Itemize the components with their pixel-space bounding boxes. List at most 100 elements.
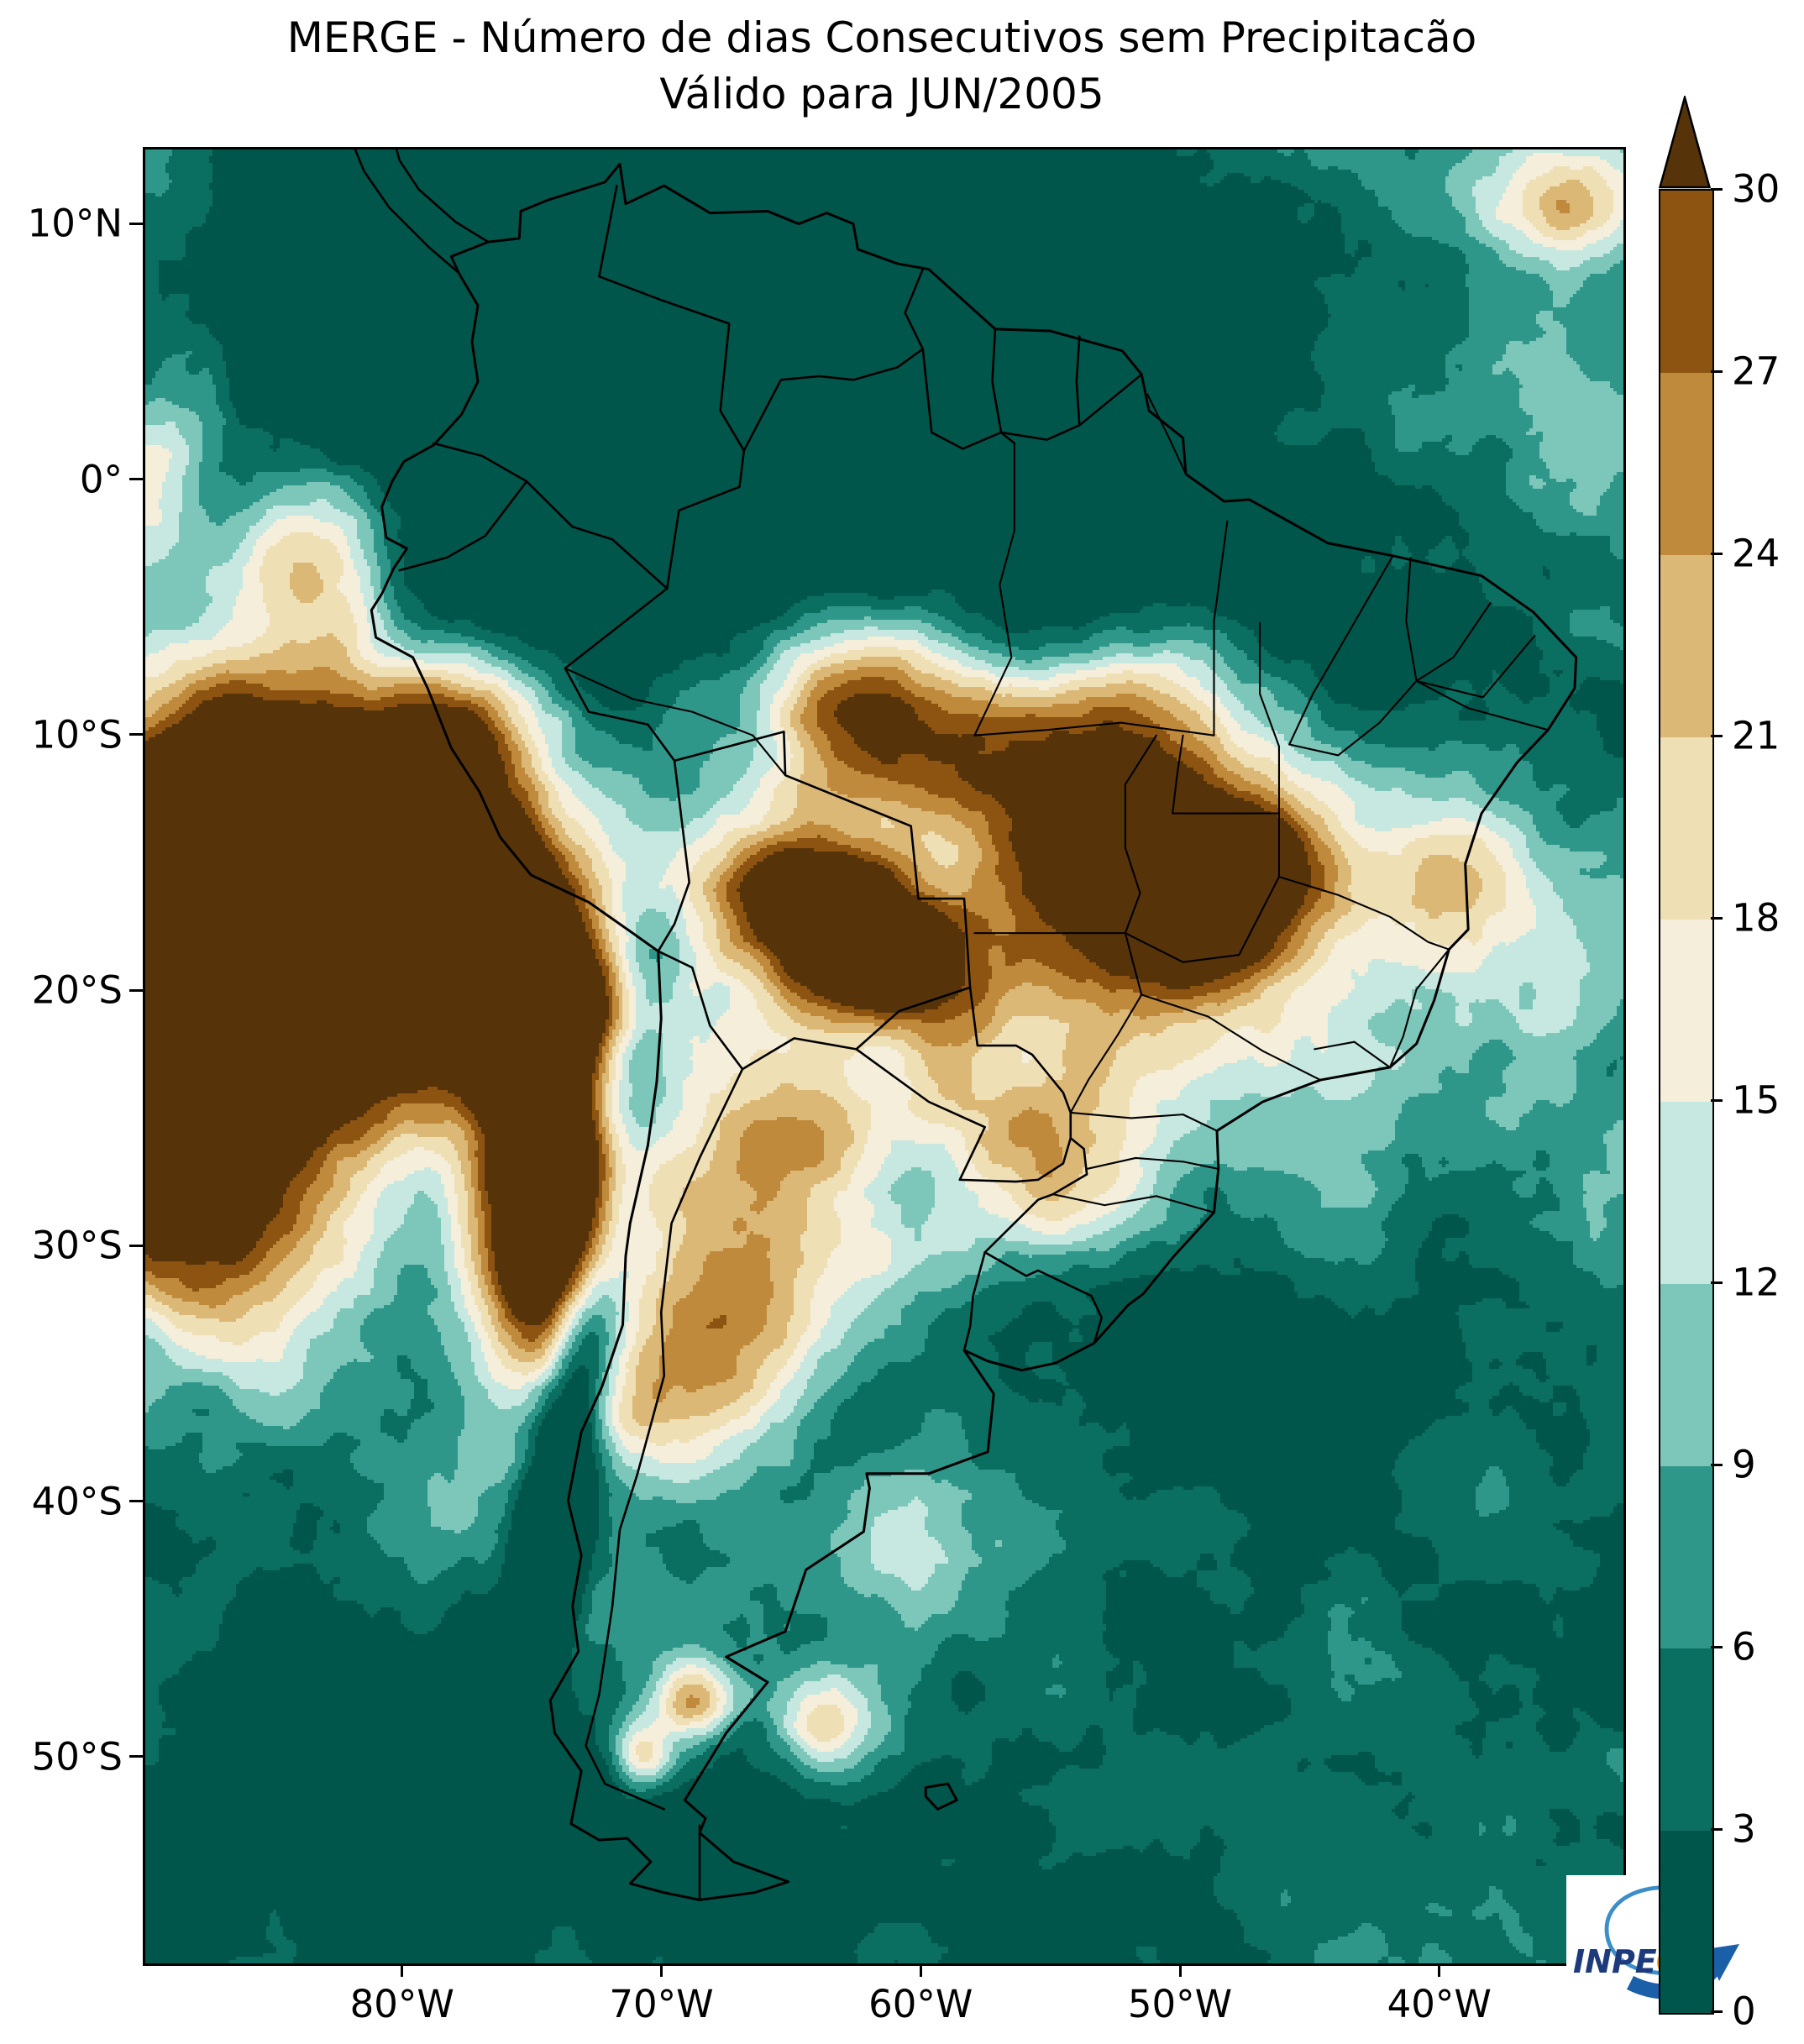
y-tick-mark <box>129 1755 143 1758</box>
y-tick-mark <box>129 478 143 481</box>
colorbar-tick-label: 30 <box>1732 166 1780 212</box>
state-border <box>1125 736 1156 933</box>
colorbar <box>1659 189 1714 2015</box>
x-tick-label: 80°W <box>349 1982 454 2026</box>
colorbar-segment <box>1660 1831 1712 2013</box>
y-tick-mark <box>129 1244 143 1247</box>
country-border <box>857 1049 1071 1182</box>
y-tick-label: 10°S <box>31 712 123 757</box>
state-border <box>1260 623 1279 877</box>
country-border <box>565 589 674 761</box>
inpe-logo-graphic: INPE <box>1573 1885 1739 1999</box>
state-border <box>1406 558 1416 681</box>
country-border <box>923 349 1015 449</box>
colorbar-tick-mark <box>1711 1463 1723 1466</box>
country-border <box>1001 425 1079 439</box>
state-border <box>1289 556 1392 745</box>
country-border <box>985 1138 1087 1252</box>
south-america-coastline <box>371 164 1576 1900</box>
state-border <box>1390 950 1449 1067</box>
country-border <box>355 149 459 273</box>
y-tick-label: 50°S <box>31 1734 123 1779</box>
state-border <box>1289 681 1416 756</box>
colorbar-tick-mark <box>1711 552 1723 555</box>
logo-text: INPE <box>1573 1943 1657 1980</box>
colorbar-tick-mark <box>1711 916 1723 920</box>
colorbar-segment <box>1660 191 1712 373</box>
x-tick-label: 60°W <box>868 1982 973 2026</box>
y-tick-mark <box>129 1500 143 1503</box>
country-border <box>742 1038 857 1069</box>
state-border <box>1172 736 1183 814</box>
x-tick-mark <box>1178 1963 1182 1977</box>
state-border <box>1071 1113 1217 1131</box>
state-border <box>753 736 785 776</box>
state-border <box>1417 681 1549 730</box>
state-border <box>565 668 753 736</box>
country-border <box>985 1252 1102 1343</box>
country-border <box>857 988 971 1049</box>
colorbar-over-arrow <box>1658 93 1712 189</box>
colorbar-segment <box>1660 737 1712 920</box>
x-tick-mark <box>401 1963 404 1977</box>
y-tick-mark <box>129 222 143 225</box>
colorbar-segment <box>1660 920 1712 1102</box>
country-border <box>970 988 1071 1138</box>
y-tick-label: 20°S <box>31 967 123 1013</box>
colorbar-segment <box>1660 555 1712 737</box>
chart-title-line1: MERGE - Número de dias Consecutivos sem … <box>286 13 1477 62</box>
x-tick-label: 70°W <box>609 1982 714 2026</box>
country-border <box>400 481 527 570</box>
colorbar-tick-label: 18 <box>1732 895 1780 941</box>
colorbar-segment <box>1660 1284 1712 1466</box>
y-tick-label: 40°S <box>31 1479 123 1524</box>
colorbar-over-arrow-icon <box>1658 93 1712 189</box>
state-border <box>1314 1042 1390 1067</box>
state-border <box>1141 995 1320 1081</box>
country-border <box>1079 375 1141 425</box>
country-border <box>599 186 743 450</box>
state-border <box>1147 395 1186 474</box>
country-border <box>667 451 744 589</box>
colorbar-segment <box>1660 1648 1712 1831</box>
precipitation-raster-map <box>145 149 1623 1963</box>
colorbar-tick-label: 21 <box>1732 713 1780 758</box>
country-border <box>992 329 1001 432</box>
colorbar-tick-mark <box>1711 1098 1723 1102</box>
country-border <box>527 481 667 588</box>
colorbar-tick-label: 3 <box>1732 1806 1756 1852</box>
country-border <box>658 951 742 1069</box>
colorbar-tick-label: 0 <box>1732 1989 1756 2034</box>
state-border <box>1071 933 1141 1113</box>
colorbar-tick-mark <box>1711 1827 1723 1831</box>
state-border <box>1214 521 1227 736</box>
y-tick-label: 0° <box>79 457 123 502</box>
country-border <box>964 1252 985 1350</box>
country-border <box>744 349 923 451</box>
colorbar-tick-label: 15 <box>1732 1077 1780 1123</box>
x-tick-mark <box>659 1963 663 1977</box>
x-tick-label: 40°W <box>1387 1982 1492 2026</box>
colorbar-segment <box>1660 1466 1712 1648</box>
colorbar-tick-label: 24 <box>1732 531 1780 576</box>
map-plot: INPE <box>143 147 1746 2008</box>
country-border <box>433 443 527 481</box>
x-tick-mark <box>919 1963 922 1977</box>
colorbar-tick-mark <box>1711 1645 1723 1648</box>
country-state-borders-overlay <box>145 149 1623 1963</box>
colorbar-segment <box>1660 373 1712 555</box>
colorbar-tick-mark <box>1711 1281 1723 1284</box>
state-border <box>1053 1194 1214 1213</box>
inpe-logo: INPE <box>1566 1875 1746 2008</box>
islands-outline <box>926 1784 957 1809</box>
colorbar-tick-mark <box>1711 369 1723 373</box>
country-border <box>396 149 488 242</box>
colorbar-tick-label: 6 <box>1732 1624 1756 1669</box>
colorbar-tick-label: 12 <box>1732 1260 1780 1305</box>
state-border <box>1279 877 1449 949</box>
x-tick-label: 50°W <box>1127 1982 1233 2026</box>
chart-title: MERGE - Número de dias Consecutivos sem … <box>143 10 1621 123</box>
country-border <box>905 270 923 349</box>
x-tick-mark <box>1438 1963 1441 1977</box>
y-tick-mark <box>129 988 143 992</box>
